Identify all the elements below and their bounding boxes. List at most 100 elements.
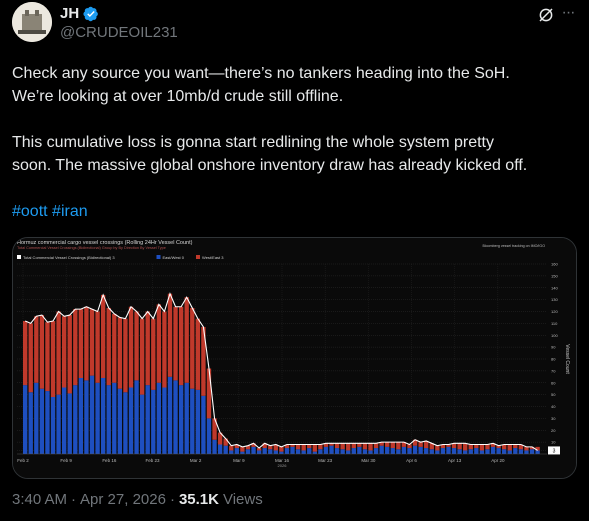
bar-eastwest (412, 445, 418, 454)
bar-westeast (307, 444, 312, 449)
bar-eastwest (173, 380, 178, 454)
bar-westeast (340, 443, 345, 450)
bar-eastwest (451, 448, 457, 454)
bar-westeast (323, 443, 329, 447)
avatar[interactable] (12, 2, 52, 42)
bar-westeast (273, 444, 278, 451)
bar-westeast (379, 442, 384, 446)
bar-westeast (95, 311, 100, 383)
bar-eastwest (318, 449, 323, 454)
bar-eastwest (385, 446, 390, 454)
bar-westeast (106, 307, 111, 386)
bar-westeast (390, 442, 395, 449)
bar-eastwest (240, 451, 245, 454)
current-value-box (548, 446, 560, 455)
bar-eastwest (100, 378, 106, 454)
bar-westeast (357, 443, 362, 447)
y-tick-label: 40 (551, 404, 556, 409)
bar-eastwest (529, 449, 535, 454)
bar-eastwest (346, 450, 351, 454)
bar-westeast (502, 444, 507, 450)
bar-eastwest (206, 418, 212, 454)
bar-eastwest (407, 448, 412, 454)
bar-westeast (23, 321, 28, 386)
hashtag-oott[interactable]: #oott (12, 203, 48, 220)
bar-eastwest (73, 385, 78, 454)
verified-badge-icon (83, 6, 99, 21)
bar-eastwest (513, 448, 518, 454)
bar-eastwest (307, 448, 312, 454)
bar-eastwest (424, 448, 429, 454)
bar-westeast (329, 443, 334, 446)
bar-eastwest (340, 449, 345, 454)
bar-westeast (418, 442, 423, 447)
y-tick-label: 50 (551, 392, 556, 397)
bar-eastwest (357, 446, 362, 454)
author-handle[interactable]: @CRUDEOIL231 (60, 24, 178, 41)
bar-westeast (195, 318, 201, 390)
bar-westeast (56, 311, 61, 395)
x-tick-label: Feb 9 (60, 458, 72, 463)
tweet-footer: 3:40 AM · Apr 27, 2026 · 35.1K Views (12, 491, 263, 508)
legend-label: East/West 0 (163, 255, 185, 260)
bar-eastwest (268, 449, 273, 454)
y-tick-label: 160 (551, 262, 558, 267)
bar-eastwest (28, 392, 33, 454)
bar-westeast (535, 446, 540, 451)
bar-eastwest (217, 444, 223, 454)
bar-westeast (167, 293, 173, 377)
bar-westeast (206, 368, 212, 419)
bar-westeast (73, 309, 78, 386)
bar-westeast (262, 443, 267, 449)
bar-westeast (89, 309, 95, 376)
bar-eastwest (518, 449, 524, 454)
y-axis-label: Vessel Count (564, 344, 570, 374)
bar-westeast (346, 443, 351, 451)
post-time[interactable]: 3:40 AM (12, 491, 68, 508)
more-options-icon[interactable]: ··· (561, 4, 576, 21)
x-tick-label: Apr 20 (491, 458, 505, 463)
bar-eastwest (256, 450, 262, 454)
y-tick-label: 80 (551, 357, 556, 362)
grok-icon[interactable] (537, 6, 555, 24)
post-date[interactable]: Apr 27, 2026 (80, 491, 166, 508)
bar-eastwest (223, 445, 228, 454)
bar-eastwest (373, 448, 379, 454)
bar-eastwest (323, 446, 329, 454)
bar-eastwest (401, 446, 407, 454)
bar-westeast (496, 445, 501, 449)
bar-westeast (256, 448, 262, 451)
bar-eastwest (429, 449, 434, 454)
legend-label: Total Commercial Vessel Crossings (Bidir… (23, 255, 115, 260)
bar-eastwest (524, 450, 529, 454)
bar-eastwest (112, 382, 117, 454)
x-tick-label: Mar 23 (318, 458, 333, 463)
bar-westeast (318, 444, 323, 450)
total-line (24, 292, 538, 451)
bar-eastwest (457, 449, 462, 454)
hashtag-iran[interactable]: #iran (52, 203, 88, 220)
bar-eastwest (201, 395, 206, 454)
bar-eastwest (440, 448, 446, 454)
bar-eastwest (262, 448, 267, 454)
bar-westeast (468, 444, 473, 450)
bar-eastwest (78, 378, 84, 454)
bar-eastwest (39, 388, 45, 454)
bar-eastwest (496, 448, 501, 454)
bar-westeast (463, 443, 468, 451)
x-tick-label: Mar 30 (361, 458, 376, 463)
tweet-line-1: Check any source you want—there’s no tan… (12, 65, 510, 82)
bar-eastwest (351, 448, 356, 454)
bar-westeast (440, 444, 446, 449)
bar-westeast (435, 445, 440, 451)
author-name-row: JH (60, 5, 99, 22)
bar-westeast (117, 317, 123, 389)
separator-dot: · (169, 491, 175, 508)
bar-westeast (217, 432, 223, 445)
bar-eastwest (362, 449, 368, 454)
chart-image[interactable]: Hormuz commercial cargo vessel crossings… (12, 237, 577, 479)
author-name[interactable]: JH (60, 5, 80, 22)
bar-eastwest (61, 387, 67, 454)
bar-westeast (279, 446, 284, 452)
bar-eastwest (279, 451, 284, 454)
